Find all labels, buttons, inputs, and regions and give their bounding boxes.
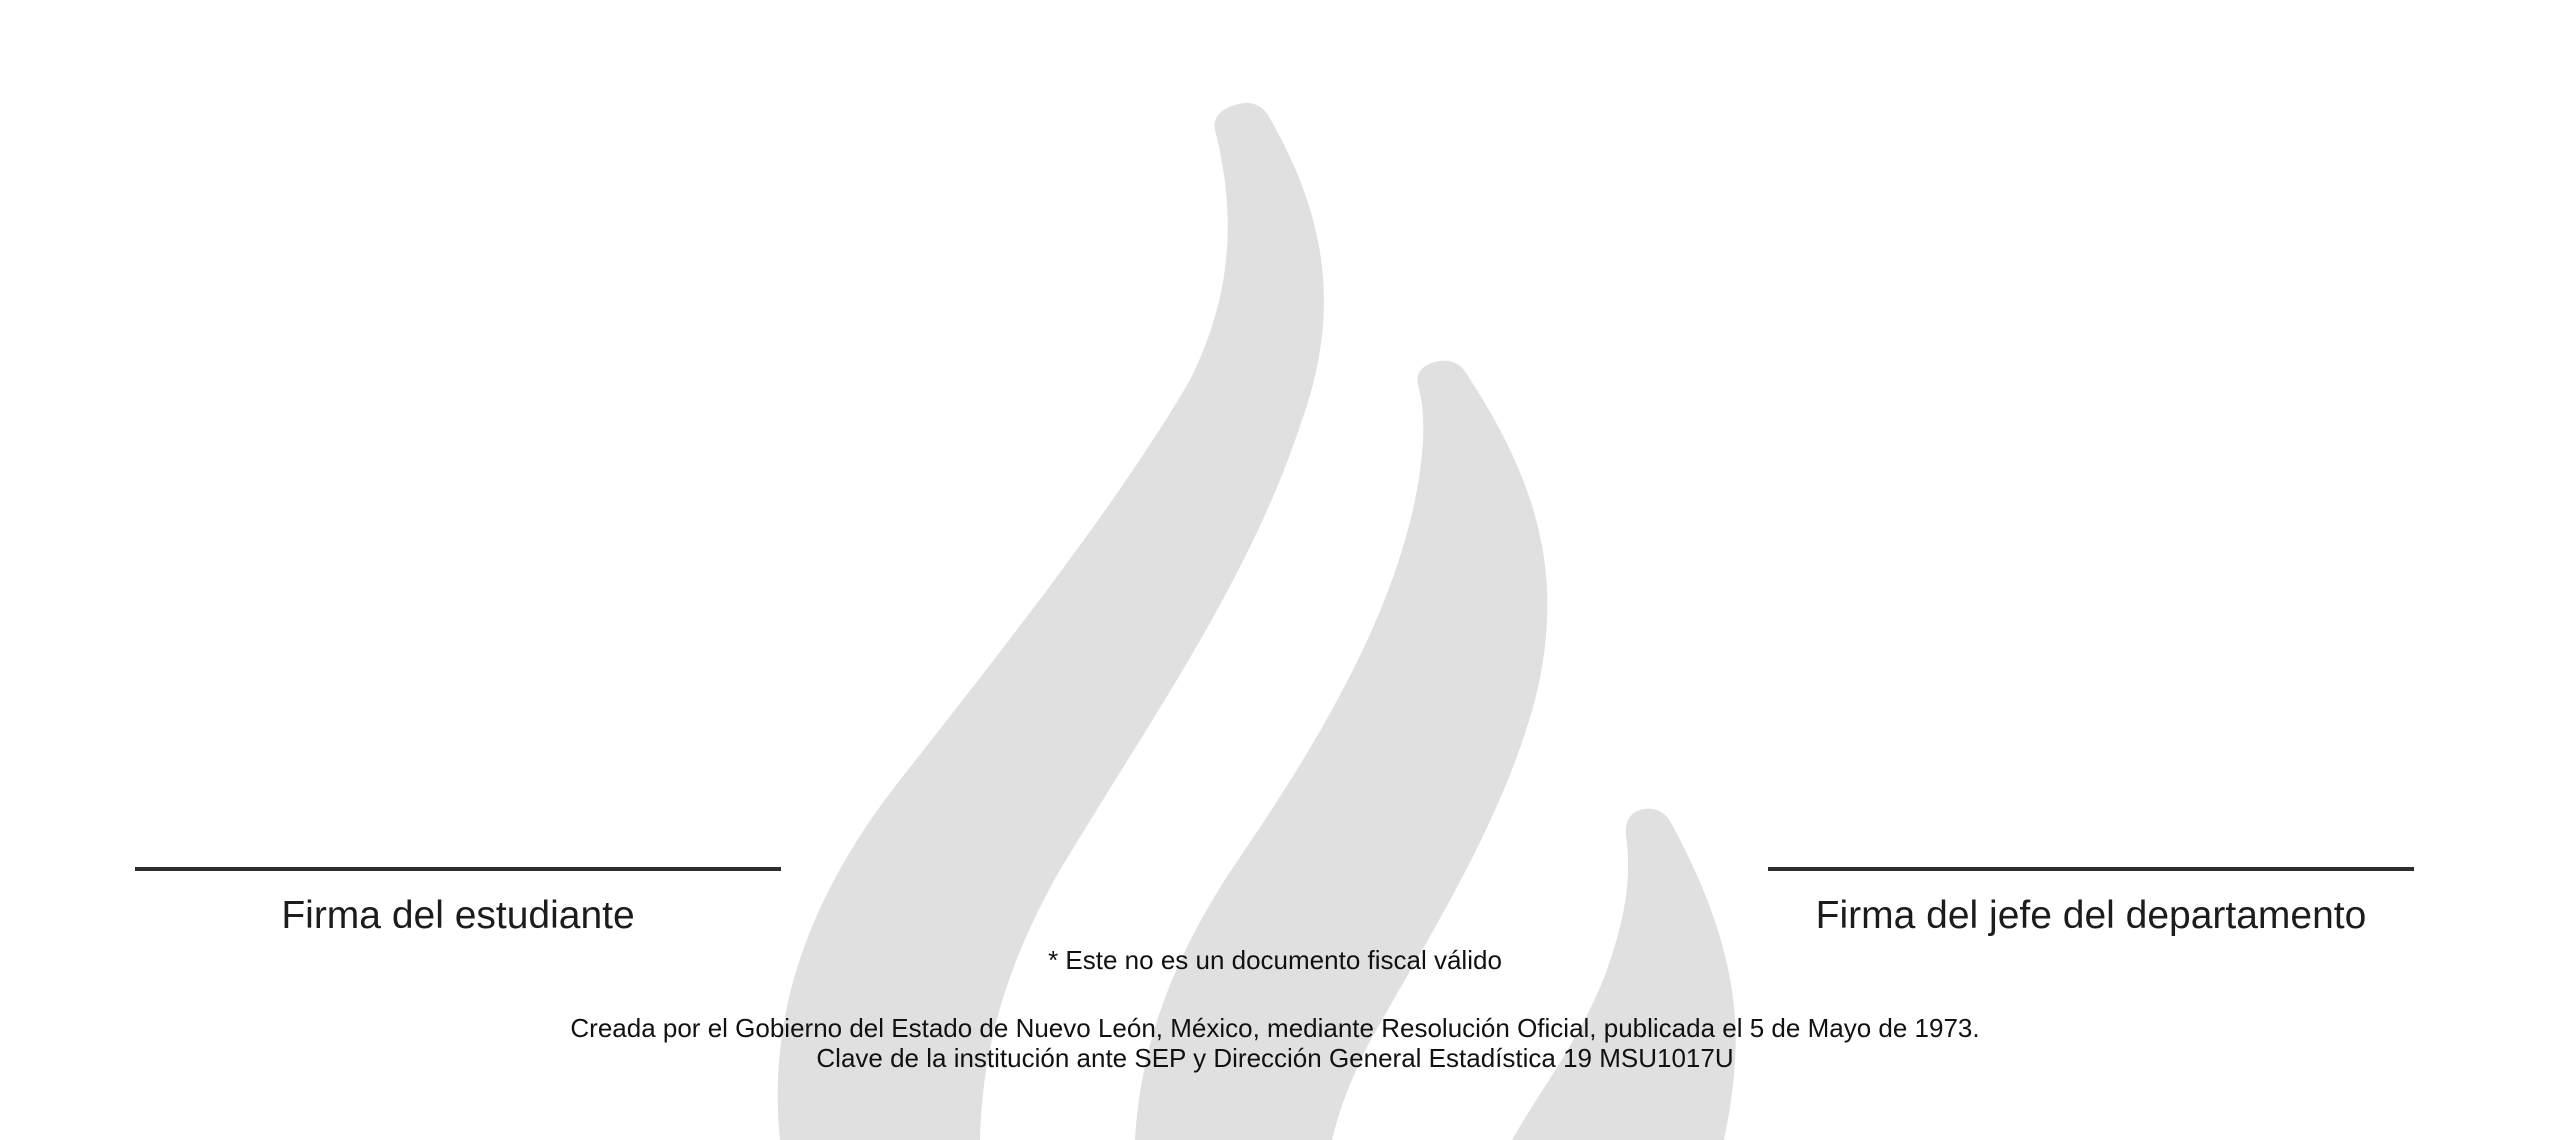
institution-footer: Creada por el Gobierno del Estado de Nue…	[0, 1013, 2550, 1073]
student-signature-line	[135, 867, 781, 871]
student-signature-label: Firma del estudiante	[281, 894, 635, 937]
flame-middle-shape	[1135, 360, 1548, 1140]
footer-institution-key: Clave de la institución ante SEP y Direc…	[816, 1043, 1734, 1073]
department-head-signature-label: Firma del jefe del departamento	[1815, 894, 2367, 937]
footer-creation-text: Creada por el Gobierno del Estado de Nue…	[570, 1013, 1980, 1043]
flame-small-shape	[1512, 808, 1736, 1140]
department-head-signature-line	[1768, 867, 2414, 871]
fiscal-disclaimer: * Este no es un documento fiscal válido	[1048, 945, 1502, 975]
flame-large-shape	[777, 103, 1324, 1140]
